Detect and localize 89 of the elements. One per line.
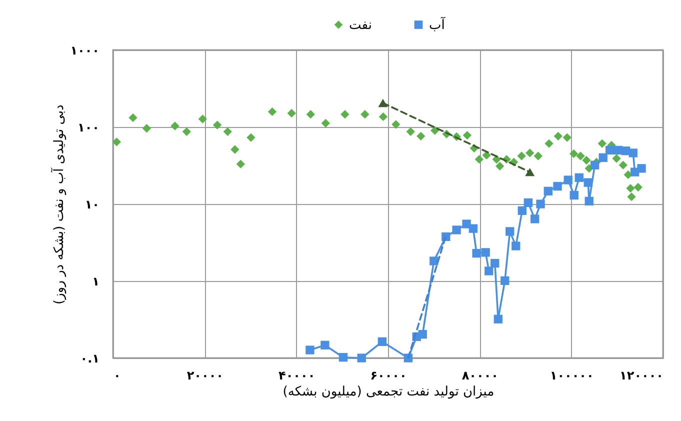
- point: [170, 122, 180, 130]
- x-tick-label: ۲۰۰۰۰: [186, 368, 224, 382]
- point: [182, 127, 191, 136]
- point: [570, 190, 578, 200]
- point: [320, 340, 330, 350]
- point: [564, 176, 572, 184]
- point: [472, 248, 481, 258]
- point: [484, 266, 494, 276]
- point: [321, 118, 330, 128]
- y-tick-label: ۱۰۰۰: [70, 44, 100, 58]
- point: [494, 314, 502, 324]
- x-tick-label: ۴۰۰۰۰: [278, 368, 316, 382]
- point: [576, 152, 585, 160]
- point: [496, 162, 504, 170]
- point: [590, 160, 600, 170]
- point: [518, 206, 526, 215]
- point: [574, 173, 584, 182]
- point: [230, 145, 240, 154]
- y-tick-label: ۱۰: [84, 198, 100, 212]
- point: [306, 346, 314, 354]
- point: [553, 182, 562, 191]
- point: [582, 156, 591, 165]
- point: [360, 110, 370, 119]
- point: [338, 353, 348, 362]
- point: [468, 224, 478, 233]
- point: [544, 139, 554, 148]
- point: [512, 242, 520, 250]
- point: [268, 107, 277, 116]
- point: [198, 114, 207, 124]
- point: [634, 182, 642, 192]
- point: [392, 120, 400, 129]
- legend-label: نفت: [349, 18, 372, 33]
- x-tick-label: ۰: [114, 368, 121, 382]
- point: [128, 113, 138, 122]
- point: [584, 196, 594, 206]
- point: [506, 227, 514, 236]
- point: [430, 256, 438, 266]
- point: [112, 138, 121, 146]
- point: [430, 126, 440, 135]
- y-axis-title: دبی تولیدی آب و نفت (بشکه در روز): [50, 104, 68, 304]
- point: [416, 132, 426, 141]
- point: [637, 164, 646, 173]
- y-tick-label: ۰.۱: [80, 352, 100, 366]
- point: [612, 154, 621, 163]
- point: [517, 152, 526, 160]
- point: [236, 160, 245, 168]
- point: [462, 130, 472, 140]
- y-tick-label: ۱: [92, 274, 100, 288]
- x-tick-label: ۱۰۰۰۰۰: [550, 368, 594, 382]
- point: [142, 124, 152, 133]
- point: [378, 337, 387, 346]
- point: [606, 146, 614, 155]
- point: [544, 186, 552, 196]
- point: [246, 133, 256, 142]
- point: [418, 330, 427, 339]
- point: [500, 276, 510, 285]
- point: [378, 112, 388, 122]
- x-axis-title: میزان تولید نفت تجمعی (میلیون بشکه): [282, 384, 494, 400]
- point: [627, 192, 636, 202]
- point: [554, 132, 562, 141]
- legend-label: آب: [429, 16, 446, 33]
- point: [223, 127, 232, 136]
- point: [598, 153, 608, 162]
- x-tick-label: ۸۰۰۰۰: [462, 368, 498, 382]
- point: [536, 200, 545, 208]
- point: [406, 127, 415, 136]
- point: [584, 178, 592, 187]
- point: [626, 184, 635, 193]
- point: [287, 108, 296, 118]
- point: [306, 110, 315, 119]
- point: [598, 139, 606, 148]
- point: [452, 226, 461, 234]
- y-tick-label: ۱۰۰: [78, 120, 100, 134]
- point: [562, 133, 572, 142]
- point: [524, 198, 532, 208]
- point: [481, 248, 490, 257]
- point: [490, 258, 500, 268]
- x-tick-label: ۶۰۰۰۰: [370, 368, 407, 382]
- point: [526, 148, 534, 158]
- point: [628, 148, 638, 158]
- point: [212, 120, 222, 130]
- point: [569, 149, 578, 158]
- point: [530, 214, 540, 224]
- x-tick-label: ۱۲۰۰۰۰: [620, 368, 664, 382]
- point: [357, 354, 366, 362]
- point: [340, 110, 350, 119]
- point: [534, 152, 542, 160]
- point: [618, 160, 628, 170]
- point: [474, 155, 484, 164]
